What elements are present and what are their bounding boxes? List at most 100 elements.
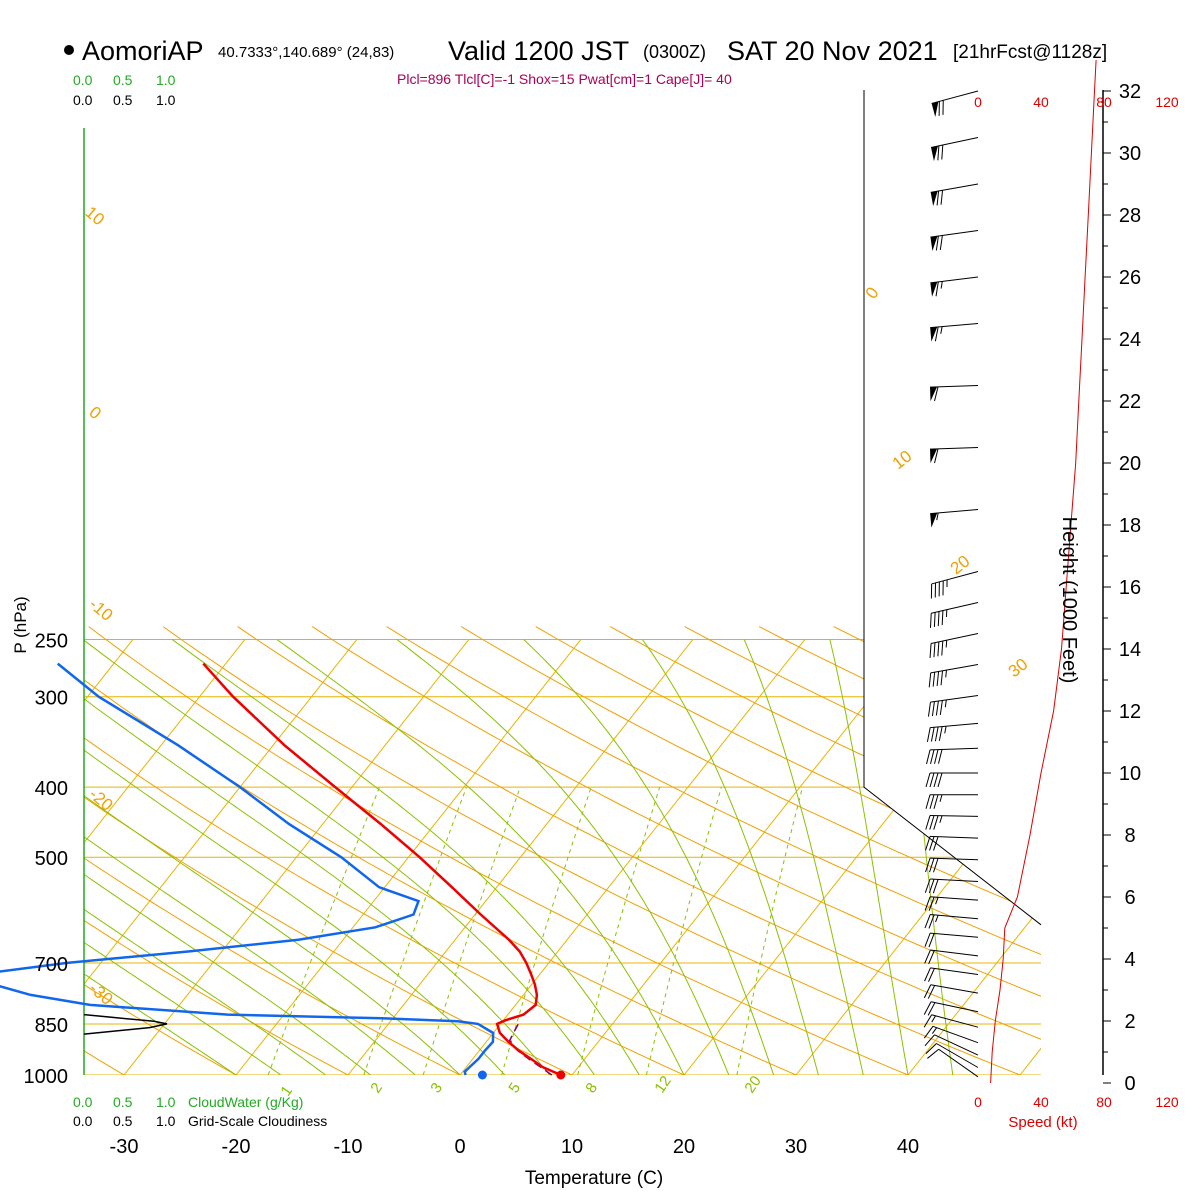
wind-barb-full bbox=[924, 878, 931, 893]
cloudiness-profile-line bbox=[83, 1013, 168, 1035]
plot-border bbox=[863, 90, 1042, 926]
wind-barb-full bbox=[934, 386, 939, 402]
dry-adiabat-line bbox=[0, 627, 37, 1091]
wind-barb-staff bbox=[930, 932, 979, 938]
temperature-tick-label: -10 bbox=[334, 1136, 363, 1158]
speed-tick-label-top: 80 bbox=[1096, 94, 1112, 110]
wind-barb-full bbox=[925, 857, 931, 873]
wind-barb bbox=[930, 509, 979, 528]
cloud-water-bottom-tick: 0.0 bbox=[73, 1094, 93, 1110]
wind-barb-staff bbox=[932, 1025, 979, 1044]
wind-barb-full bbox=[925, 1043, 937, 1054]
mixing-ratio-line bbox=[645, 786, 722, 1075]
wind-barb bbox=[924, 932, 979, 948]
moist-adiabat-line bbox=[743, 639, 864, 1075]
pressure-tick-label: 300 bbox=[35, 688, 68, 710]
stability-indices: Plcl=896 Tlcl[C]=-1 Shox=15 Pwat[cm]=1 C… bbox=[397, 71, 732, 87]
station-coords: 40.7333°,140.689° (24,83) bbox=[218, 44, 394, 61]
wind-barb-pennant bbox=[930, 191, 938, 207]
wind-barb-full bbox=[928, 914, 935, 929]
temperature-tick-label: 30 bbox=[785, 1136, 807, 1158]
pressure-tick-label: 850 bbox=[35, 1015, 68, 1037]
temperature-tick-label: 0 bbox=[454, 1136, 465, 1158]
moist-adiabat-line bbox=[523, 639, 775, 1075]
isotherm-line bbox=[0, 639, 21, 1075]
wind-barb-half bbox=[931, 1027, 938, 1034]
wind-barb-full bbox=[941, 144, 944, 160]
dry-adiabat-label: 30 bbox=[1005, 655, 1032, 682]
cloud-water-bottom-tick: 0.5 bbox=[113, 1094, 133, 1110]
wind-barb-pennant bbox=[930, 386, 938, 402]
wind-barb-full bbox=[925, 794, 931, 809]
cloud-water-label: CloudWater (g/Kg) bbox=[188, 1094, 303, 1110]
temperature-tick-label: 10 bbox=[561, 1136, 583, 1158]
wind-barb bbox=[923, 1014, 979, 1028]
wind-barb-full bbox=[928, 896, 935, 911]
temperature-tick-label: -20 bbox=[222, 1136, 251, 1158]
pressure-tick-label: 250 bbox=[35, 630, 68, 652]
wind-barb-staff bbox=[930, 447, 979, 450]
wind-barb-half bbox=[936, 512, 939, 521]
pressure-tick-label: 700 bbox=[35, 954, 68, 976]
wind-barb-staff bbox=[931, 602, 979, 614]
cloud-scale-bottom: 0.0 0.5 1.0 CloudWater (g/Kg) 0.0 0.5 1.… bbox=[73, 1094, 327, 1129]
pressure-tick-label: 500 bbox=[35, 848, 68, 870]
moist-adiabat-line bbox=[84, 639, 326, 1075]
wind-barb-full bbox=[929, 794, 935, 809]
forecast-tag: [21hrFcst@1128z] bbox=[953, 42, 1107, 63]
wind-barb-full bbox=[937, 641, 940, 657]
wind-barb-staff bbox=[930, 949, 979, 957]
wind-barb-full bbox=[924, 1034, 935, 1047]
pressure-tick-label: 400 bbox=[35, 778, 68, 800]
isotherm-line bbox=[84, 639, 358, 1075]
wind-barb-full bbox=[933, 642, 936, 658]
wind-barb bbox=[925, 794, 978, 809]
wind-barb-full bbox=[931, 701, 935, 717]
wind-barb-full bbox=[930, 749, 935, 764]
x-axis-label: Temperature (C) bbox=[525, 1168, 663, 1189]
surface-dewpoint-point bbox=[477, 1070, 487, 1080]
dry-adiabat-label: -20 bbox=[85, 785, 116, 815]
wind-barb-full bbox=[926, 727, 931, 742]
mixing-ratio-label: 12 bbox=[651, 1073, 674, 1096]
wind-barb-full bbox=[929, 643, 932, 659]
wind-barb-pennant bbox=[931, 146, 938, 162]
cloud-water-bottom-tick: 1.0 bbox=[156, 1094, 176, 1110]
height-tick-label: 6 bbox=[1124, 887, 1135, 909]
wind-barb bbox=[925, 1043, 979, 1068]
cloud-water-top-tick: 1.0 bbox=[156, 72, 176, 88]
wind-barb-full bbox=[933, 836, 939, 851]
wind-barb-full bbox=[923, 1014, 933, 1028]
dry-adiabat-line bbox=[84, 626, 264, 1075]
height-tick-label: 26 bbox=[1119, 267, 1141, 289]
height-tick-label: 0 bbox=[1124, 1073, 1135, 1095]
wind-barb-half bbox=[935, 897, 939, 905]
wind-barb-full bbox=[924, 914, 931, 929]
dry-adiabat-label: 0 bbox=[862, 284, 883, 303]
speed-tick-label-bottom: 0 bbox=[974, 1094, 982, 1110]
wind-barb-full bbox=[935, 700, 939, 716]
dry-adiabat-line bbox=[162, 626, 1041, 1075]
wind-barb-staff bbox=[930, 509, 979, 515]
wind-barb-full bbox=[929, 613, 932, 628]
wind-barb bbox=[924, 949, 979, 965]
cloud-scale-top: 0.0 0.5 1.0 0.0 0.5 1.0 bbox=[73, 72, 176, 108]
wind-barb bbox=[927, 1048, 979, 1078]
wind-barb-full bbox=[933, 772, 939, 788]
wind-barb bbox=[925, 835, 979, 851]
wind-barb-full bbox=[927, 702, 931, 717]
wind-barb bbox=[926, 747, 979, 765]
cloudiness-top-tick: 1.0 bbox=[156, 92, 176, 108]
wind-barb-full bbox=[933, 794, 939, 809]
height-tick-label: 4 bbox=[1124, 949, 1135, 971]
wind-barb-staff bbox=[938, 1048, 979, 1078]
wind-barb-full bbox=[935, 281, 939, 297]
wind-barb-full bbox=[936, 190, 940, 206]
wind-barb-half bbox=[935, 915, 939, 923]
speed-tick-label-top: 120 bbox=[1155, 94, 1179, 110]
axes: 250 300 400 500 700 850 1000 -30 -20 -10 0 10 20 30 40 bbox=[24, 630, 920, 1158]
wind-barb-full bbox=[932, 672, 936, 687]
wind-barb-full bbox=[934, 749, 939, 764]
wind-barb bbox=[924, 967, 979, 982]
